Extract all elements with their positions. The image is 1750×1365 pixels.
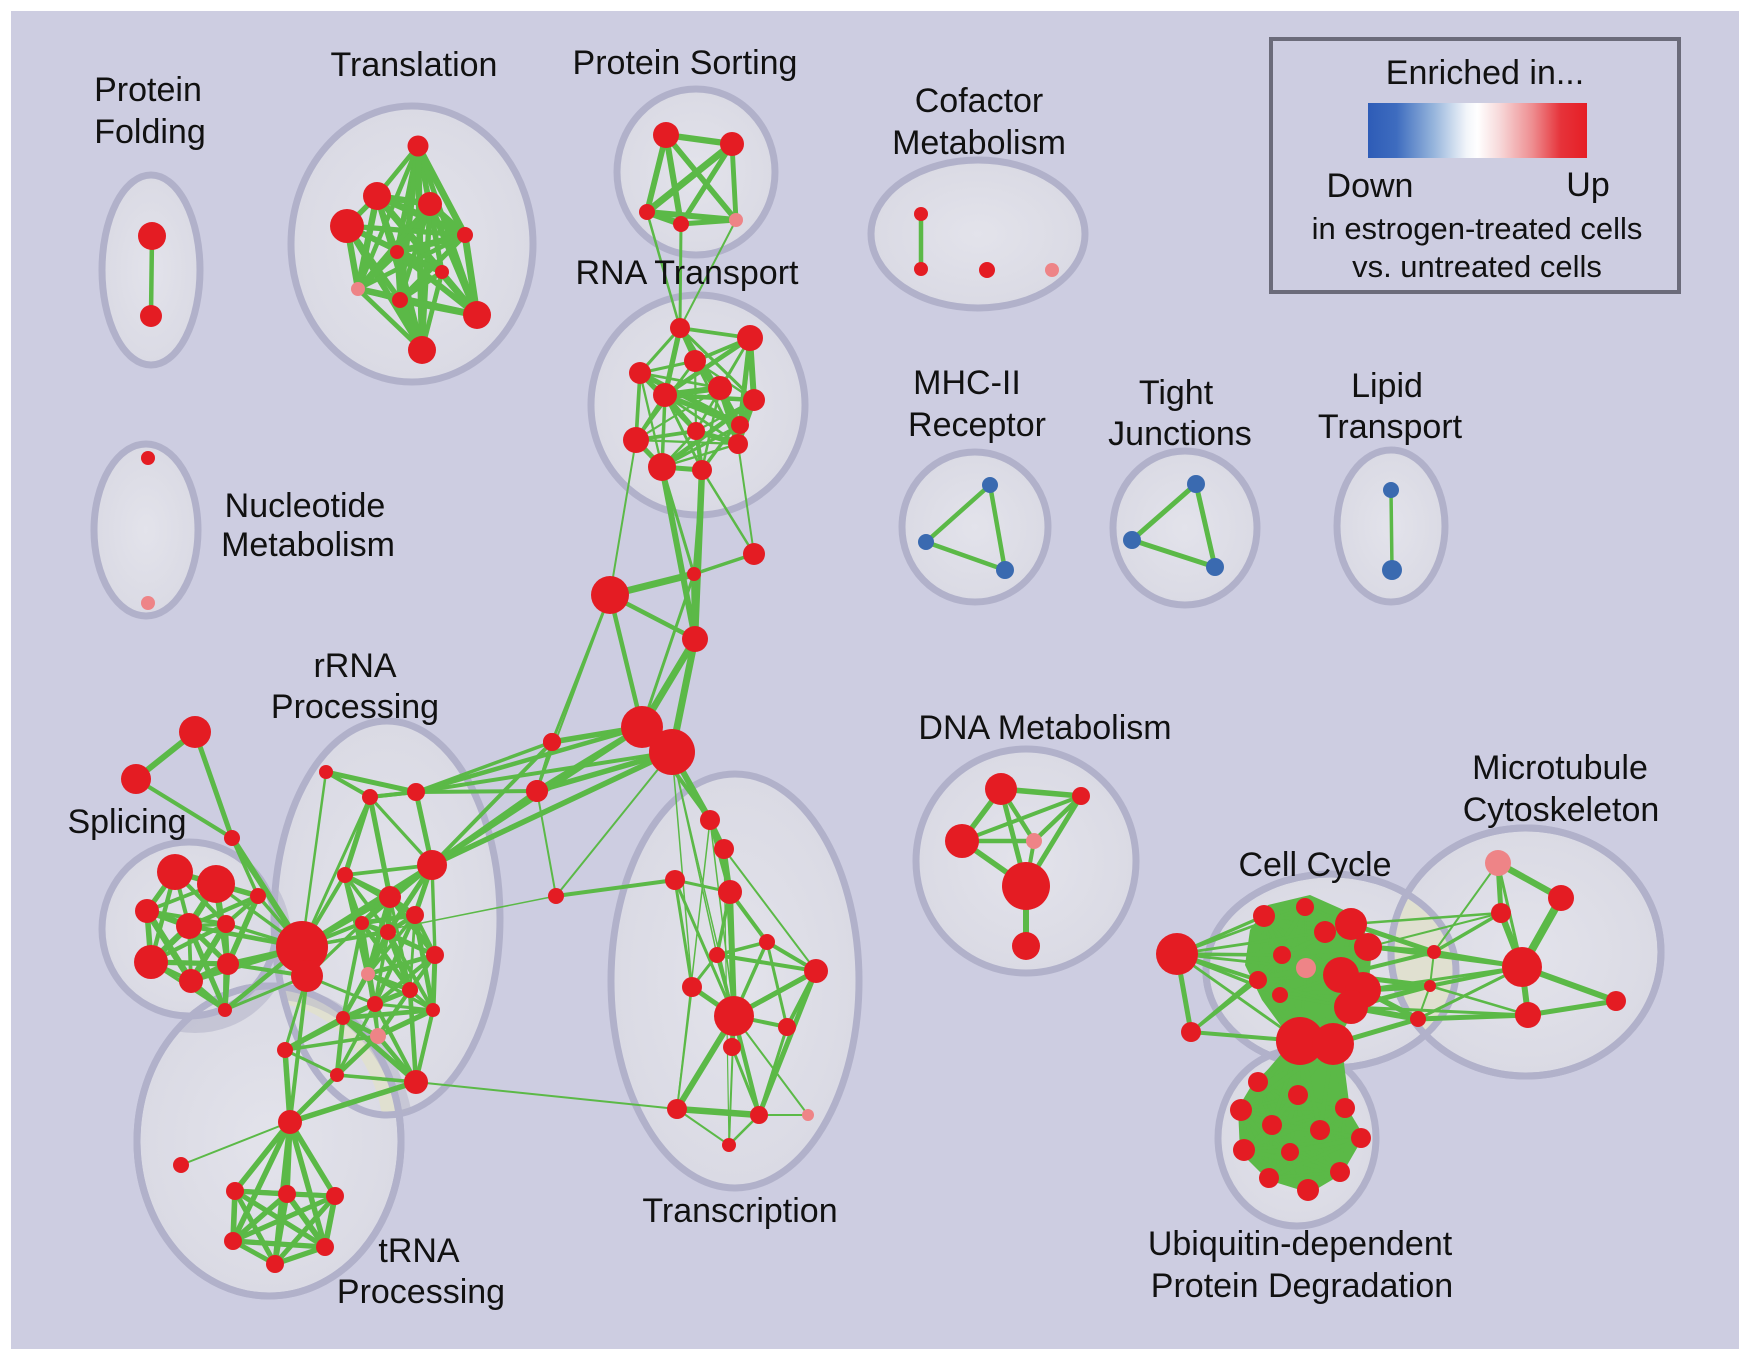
svg-text:Folding: Folding (94, 113, 206, 151)
svg-text:Transport: Transport (1318, 408, 1463, 446)
svg-text:Protein Sorting: Protein Sorting (573, 44, 798, 82)
svg-text:Cofactor: Cofactor (915, 82, 1044, 120)
svg-text:Protein Degradation: Protein Degradation (1151, 1267, 1453, 1305)
svg-text:Metabolism: Metabolism (221, 526, 395, 564)
svg-text:MHC-II: MHC-II (913, 364, 1021, 402)
svg-text:Junctions: Junctions (1108, 415, 1252, 453)
svg-text:RNA Transport: RNA Transport (576, 254, 800, 292)
svg-text:Translation: Translation (331, 46, 498, 84)
svg-text:vs. untreated cells: vs. untreated cells (1352, 249, 1602, 284)
svg-text:tRNA: tRNA (378, 1232, 460, 1270)
svg-text:Ubiquitin-dependent: Ubiquitin-dependent (1148, 1225, 1453, 1263)
svg-text:Nucleotide: Nucleotide (225, 487, 386, 525)
svg-text:Up: Up (1566, 166, 1609, 204)
svg-text:Processing: Processing (271, 688, 439, 726)
svg-text:in estrogen-treated cells: in estrogen-treated cells (1312, 211, 1643, 246)
svg-text:Cell Cycle: Cell Cycle (1238, 846, 1391, 884)
svg-text:Splicing: Splicing (67, 803, 186, 841)
svg-text:Protein: Protein (94, 71, 202, 109)
svg-text:Microtubule: Microtubule (1472, 749, 1648, 787)
svg-text:Enriched in...: Enriched in... (1386, 54, 1584, 92)
svg-text:Receptor: Receptor (908, 406, 1046, 444)
svg-text:Down: Down (1327, 167, 1414, 205)
svg-text:Processing: Processing (337, 1273, 505, 1311)
svg-text:Lipid: Lipid (1351, 367, 1423, 405)
svg-text:DNA Metabolism: DNA Metabolism (918, 709, 1171, 747)
svg-text:rRNA: rRNA (313, 647, 396, 685)
svg-text:Tight: Tight (1139, 374, 1214, 412)
svg-text:Metabolism: Metabolism (892, 124, 1066, 162)
svg-text:Transcription: Transcription (642, 1192, 837, 1230)
svg-text:Cytoskeleton: Cytoskeleton (1463, 791, 1660, 829)
